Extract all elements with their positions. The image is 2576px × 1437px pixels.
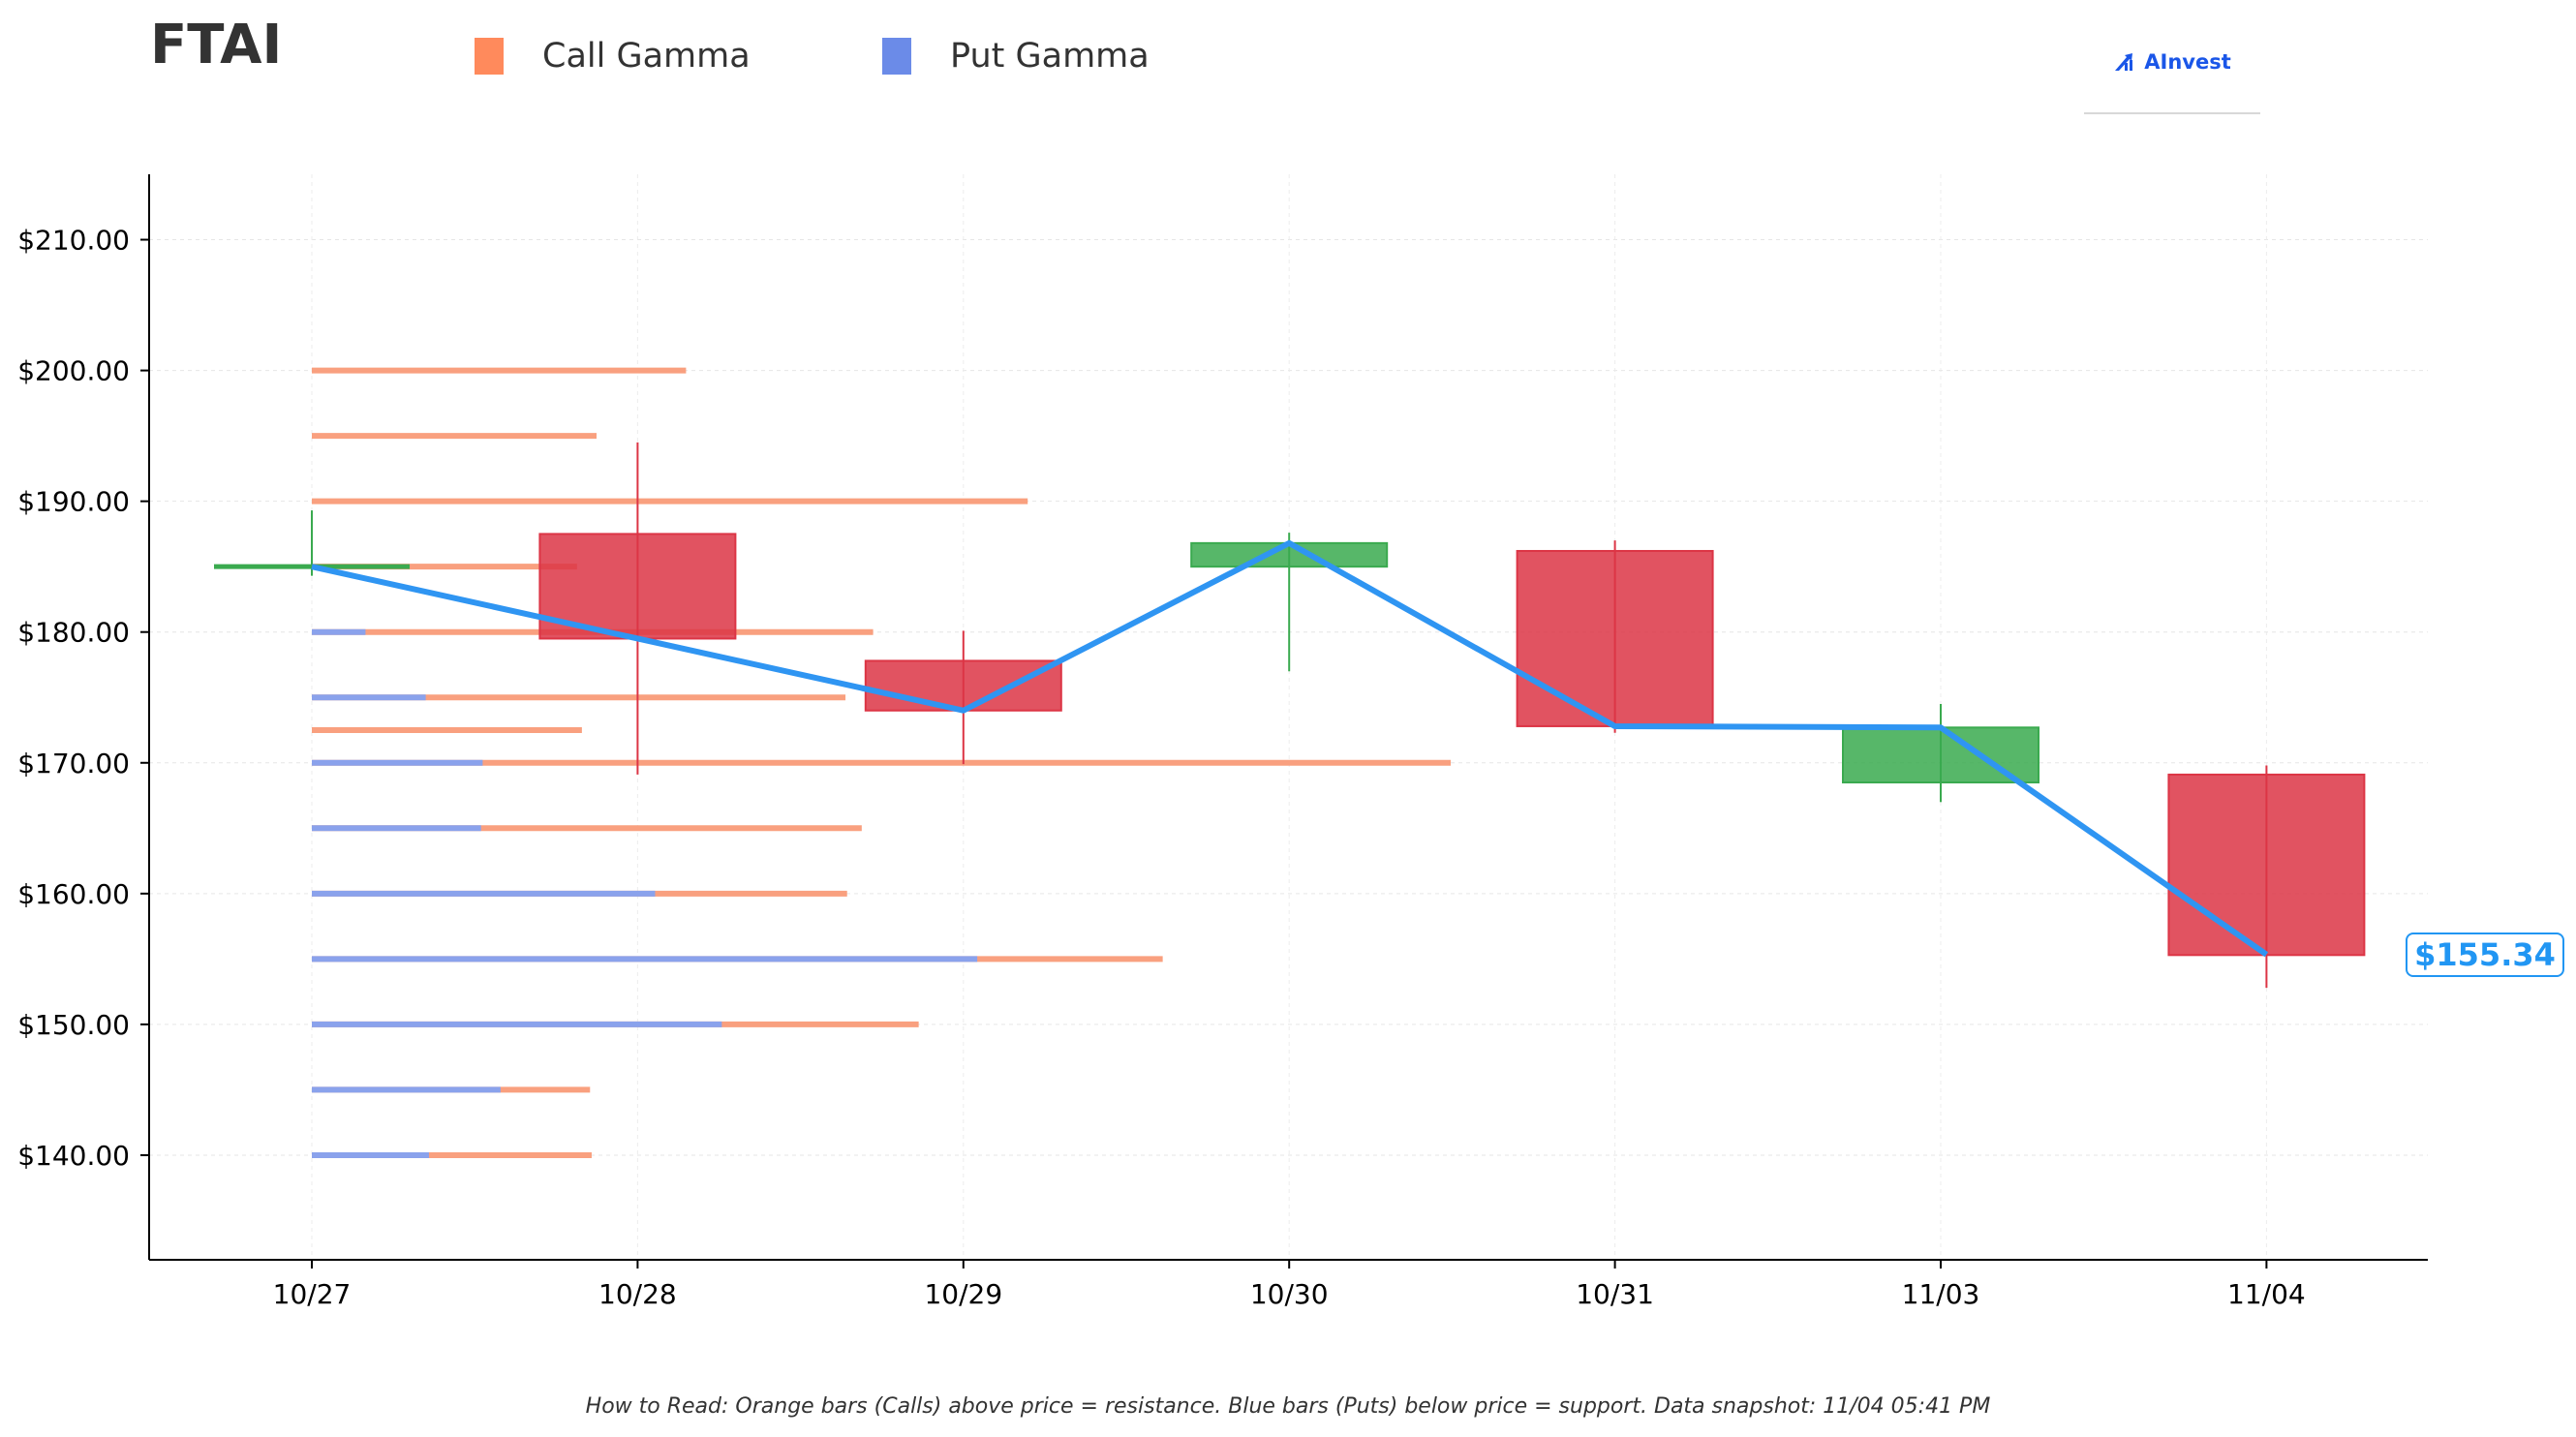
chart-footnote: How to Read: Orange bars (Calls) above p… — [585, 1394, 1991, 1419]
x-tick-label: 10/29 — [924, 1278, 1002, 1310]
y-tick-label: $180.00 — [17, 617, 130, 649]
candle-body — [1516, 549, 1714, 727]
brand-logo: AInvest — [2084, 46, 2260, 114]
legend-put-label: Put Gamma — [950, 37, 1150, 76]
close-price-line — [311, 539, 2269, 958]
current-price-badge: $155.34 — [2406, 933, 2564, 977]
legend-put-gamma: Put Gamma — [882, 37, 1150, 76]
candle-body — [538, 533, 737, 640]
x-tick-label: 10/27 — [273, 1278, 352, 1310]
y-tick-label: $200.00 — [17, 355, 130, 387]
y-tick-label: $150.00 — [17, 1009, 130, 1041]
candle-body — [2167, 773, 2366, 957]
y-tick-label: $140.00 — [17, 1140, 130, 1172]
y-tick-label: $190.00 — [17, 486, 130, 518]
ainvest-logo-icon — [2115, 53, 2133, 71]
x-tick-label: 11/04 — [2227, 1278, 2306, 1310]
candle-body — [1190, 541, 1389, 568]
x-tick-label: 10/31 — [1576, 1278, 1654, 1310]
y-tick-label: $160.00 — [17, 878, 130, 910]
put-gamma-swatch — [882, 38, 911, 75]
y-tick-label: $170.00 — [17, 748, 130, 780]
x-tick-label: 10/28 — [598, 1278, 677, 1310]
legend-call-gamma: Call Gamma — [475, 37, 751, 76]
y-tick-label: $210.00 — [17, 225, 130, 257]
brand-name: AInvest — [2144, 50, 2231, 74]
x-tick-label: 10/30 — [1250, 1278, 1329, 1310]
x-tick-label: 11/03 — [1902, 1278, 1980, 1310]
ticker-title: FTAI — [150, 14, 283, 76]
candle-body — [864, 659, 1062, 712]
legend-call-label: Call Gamma — [542, 37, 751, 76]
call-gamma-swatch — [475, 38, 504, 75]
